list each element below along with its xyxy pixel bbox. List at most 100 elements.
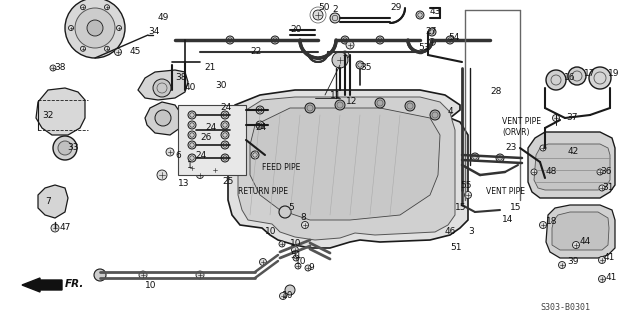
Polygon shape [534, 144, 610, 190]
Text: 40: 40 [185, 84, 196, 92]
Circle shape [568, 67, 586, 85]
Circle shape [87, 20, 103, 36]
Text: 24: 24 [220, 103, 231, 113]
Circle shape [188, 121, 196, 129]
Text: 51: 51 [450, 244, 461, 252]
Text: 10: 10 [282, 292, 294, 300]
Text: 10: 10 [145, 282, 157, 291]
Circle shape [69, 26, 73, 30]
Circle shape [599, 276, 606, 283]
Polygon shape [38, 185, 68, 218]
Circle shape [301, 221, 308, 228]
Circle shape [405, 101, 415, 111]
Text: 19: 19 [608, 69, 620, 78]
Polygon shape [528, 132, 615, 198]
Circle shape [446, 36, 454, 44]
Text: 37: 37 [566, 114, 578, 123]
Text: 12: 12 [346, 98, 357, 107]
Text: 10: 10 [265, 228, 276, 236]
Circle shape [430, 110, 440, 120]
Circle shape [80, 46, 85, 51]
Text: 24: 24 [255, 124, 266, 132]
Circle shape [471, 153, 479, 161]
Circle shape [375, 98, 385, 108]
Circle shape [546, 70, 566, 90]
Text: 15: 15 [510, 204, 522, 212]
Text: S303-B0301: S303-B0301 [540, 303, 590, 313]
Text: 33: 33 [67, 143, 78, 153]
Circle shape [341, 51, 349, 59]
Text: 55: 55 [460, 180, 471, 189]
Text: 25: 25 [222, 178, 233, 187]
Circle shape [285, 285, 295, 295]
Polygon shape [546, 205, 615, 258]
Text: 46: 46 [445, 228, 456, 236]
Circle shape [104, 5, 110, 10]
Circle shape [80, 5, 85, 10]
Circle shape [94, 269, 106, 281]
Text: 26: 26 [200, 133, 211, 142]
Text: 41: 41 [606, 274, 617, 283]
Circle shape [256, 106, 264, 114]
Circle shape [540, 221, 547, 228]
Circle shape [166, 148, 174, 156]
Text: 35: 35 [360, 63, 371, 73]
Circle shape [271, 36, 279, 44]
Text: FEED PIPE: FEED PIPE [262, 164, 301, 172]
Text: 14: 14 [502, 215, 513, 225]
Text: 8: 8 [300, 213, 306, 222]
Circle shape [157, 170, 167, 180]
Text: 29: 29 [390, 4, 401, 12]
Circle shape [416, 11, 424, 19]
Circle shape [280, 292, 287, 300]
Circle shape [117, 26, 122, 30]
Text: 39: 39 [567, 258, 578, 267]
Circle shape [429, 38, 436, 45]
Text: 28: 28 [490, 87, 501, 97]
Circle shape [335, 55, 345, 65]
Circle shape [332, 52, 348, 68]
Text: 53: 53 [418, 44, 429, 52]
Text: 11: 11 [330, 91, 341, 100]
Circle shape [188, 131, 196, 139]
Text: 49: 49 [158, 13, 169, 22]
Circle shape [335, 100, 345, 110]
Text: 30: 30 [215, 81, 227, 90]
Text: FR.: FR. [65, 279, 84, 289]
Circle shape [155, 110, 171, 126]
Text: (ORVR): (ORVR) [502, 127, 529, 137]
FancyArrow shape [22, 278, 62, 292]
Text: 23: 23 [505, 143, 517, 153]
Text: 42: 42 [568, 148, 579, 156]
Circle shape [346, 41, 354, 49]
Circle shape [573, 242, 580, 249]
Text: 24: 24 [195, 150, 206, 159]
Text: 50: 50 [318, 4, 329, 12]
Circle shape [540, 145, 546, 151]
Text: 5: 5 [288, 204, 294, 212]
Text: 38: 38 [175, 74, 187, 83]
Text: 6: 6 [175, 150, 181, 159]
Circle shape [104, 46, 110, 51]
Circle shape [599, 185, 605, 191]
Text: 54: 54 [448, 34, 459, 43]
Text: 34: 34 [148, 28, 159, 36]
Circle shape [330, 13, 340, 23]
Circle shape [305, 103, 315, 113]
Text: 16: 16 [564, 74, 575, 83]
Circle shape [188, 111, 196, 119]
Circle shape [376, 36, 384, 44]
Circle shape [53, 136, 77, 160]
Text: 10: 10 [295, 258, 306, 267]
Circle shape [139, 271, 147, 279]
Circle shape [295, 263, 301, 269]
Circle shape [188, 154, 196, 162]
Circle shape [259, 259, 266, 266]
Text: 36: 36 [600, 167, 612, 177]
Polygon shape [138, 70, 188, 100]
Circle shape [65, 0, 125, 58]
Text: 47: 47 [60, 223, 71, 233]
Circle shape [221, 111, 229, 119]
Circle shape [188, 141, 196, 149]
Text: 32: 32 [42, 111, 54, 121]
